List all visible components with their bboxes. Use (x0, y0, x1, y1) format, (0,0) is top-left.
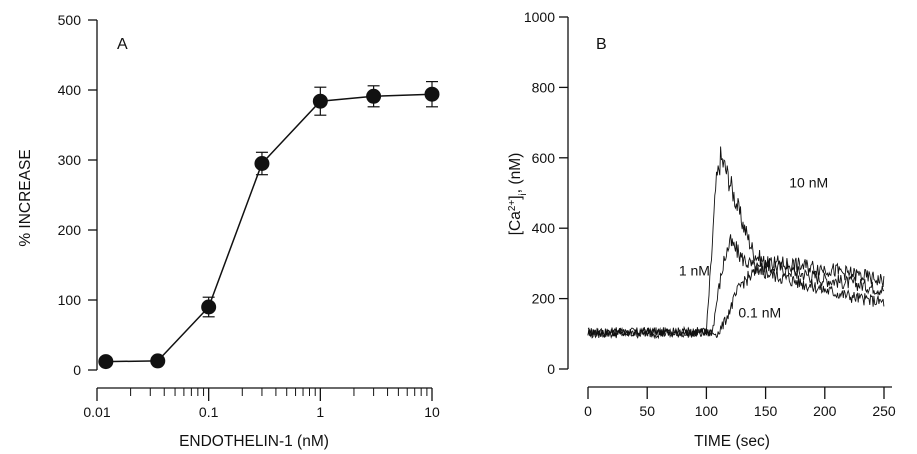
y-tick-label: 200 (532, 291, 556, 307)
panel-a: 0 100 200 300 400 500 0.01 0.1 1 10 A ENDOTHELIN-1 … (17, 12, 440, 450)
x-tick-label: 0.01 (83, 404, 110, 420)
y-tick-label: 400 (532, 220, 556, 236)
y-tick-label: 300 (58, 152, 82, 168)
x-axis-label: ENDOTHELIN-1 (nM) (179, 433, 329, 450)
y-axis-label: [Ca2+]i, (nM) (507, 153, 529, 236)
data-point (150, 353, 166, 369)
y-tick-label: 800 (532, 79, 556, 95)
x-tick-label: 150 (754, 403, 778, 419)
calcium-trace-1-nM (587, 234, 885, 338)
trace-label: 0.1 nM (738, 304, 781, 320)
data-point (98, 354, 114, 370)
data-point (201, 299, 217, 315)
data-point (424, 86, 440, 102)
panel-b: 0 200 400 600 800 1000 0 50 100 150 200 250 10 nM 1 n… (507, 9, 896, 450)
x-tick-label: 10 (424, 404, 440, 420)
x-tick-label: 50 (639, 403, 655, 419)
x-tick-label: 250 (872, 403, 896, 419)
y-tick-label: 400 (58, 82, 82, 98)
data-point (312, 93, 328, 109)
x-tick-label: 1 (316, 404, 324, 420)
trace-label: 10 nM (789, 175, 828, 191)
y-axis-label: % INCREASE (17, 149, 34, 246)
x-tick-label: 100 (695, 403, 719, 419)
y-tick-label: 1000 (524, 9, 555, 25)
panel-label-b: B (596, 36, 607, 53)
y-tick-label: 600 (532, 150, 556, 166)
y-tick-label: 100 (58, 292, 82, 308)
x-tick-label: 0.1 (199, 404, 219, 420)
panel-label-a: A (117, 36, 128, 53)
y-tick-label: 0 (73, 362, 81, 378)
dose-response-line (105, 93, 433, 363)
calcium-trace-10-nM (587, 146, 885, 339)
y-tick-label: 0 (547, 361, 555, 377)
trace-label: 1 nM (679, 263, 710, 279)
x-tick-label: 200 (813, 403, 837, 419)
x-axis-label: TIME (sec) (694, 433, 770, 450)
data-point (366, 88, 382, 104)
y-tick-label: 500 (58, 12, 82, 28)
data-point (254, 156, 270, 171)
x-tick-label: 0 (584, 403, 592, 419)
calcium-trace-0-1-nM (587, 255, 885, 340)
y-tick-label: 200 (58, 222, 82, 238)
